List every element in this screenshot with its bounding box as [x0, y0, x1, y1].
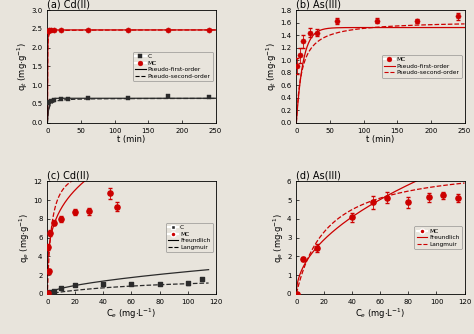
Point — [205, 95, 213, 100]
Point — [370, 200, 377, 205]
Text: (c) Cd(II): (c) Cd(II) — [47, 170, 90, 180]
Point — [100, 281, 107, 287]
Legend: C, MC, Pseudo-first-order, Pseudo-second-order: C, MC, Pseudo-first-order, Pseudo-second… — [133, 52, 213, 81]
Point — [296, 52, 303, 58]
Point — [128, 281, 135, 286]
Point — [373, 18, 381, 23]
Point — [57, 97, 64, 102]
Point — [124, 27, 132, 33]
Point — [46, 289, 54, 294]
Point — [293, 291, 301, 297]
Point — [51, 220, 58, 225]
Point — [164, 27, 172, 32]
Legend: MC, Pseudo-first-order, Pseudo-second-order: MC, Pseudo-first-order, Pseudo-second-or… — [382, 55, 462, 78]
Y-axis label: q$_{e}$ (mg$\cdot$g$^{-1}$): q$_{e}$ (mg$\cdot$g$^{-1}$) — [18, 212, 32, 263]
Point — [46, 230, 54, 235]
Point — [454, 14, 462, 19]
Point — [57, 27, 64, 32]
Legend: C, MC, Freundlich, Langmuir: C, MC, Freundlich, Langmuir — [165, 223, 213, 252]
Point — [47, 99, 55, 104]
Point — [114, 204, 121, 209]
Point — [45, 290, 53, 296]
Point — [314, 245, 321, 250]
Point — [405, 200, 412, 205]
Point — [84, 96, 91, 101]
Point — [300, 256, 307, 262]
Point — [46, 99, 53, 105]
Point — [64, 96, 72, 102]
Point — [72, 283, 79, 288]
Point — [156, 281, 164, 286]
Text: (b) As(III): (b) As(III) — [296, 0, 341, 9]
Y-axis label: q$_{t}$ (mg$\cdot$g$^{-1}$): q$_{t}$ (mg$\cdot$g$^{-1}$) — [16, 42, 30, 91]
Point — [47, 27, 55, 32]
Point — [44, 28, 52, 33]
Point — [44, 101, 52, 106]
Point — [86, 209, 93, 214]
X-axis label: C$_{e}$ (mg$\cdot$L$^{-1}$): C$_{e}$ (mg$\cdot$L$^{-1}$) — [356, 306, 405, 321]
Point — [414, 18, 421, 23]
Point — [348, 215, 356, 220]
Point — [198, 277, 205, 282]
Point — [426, 194, 433, 200]
Y-axis label: q$_{e}$ (mg$\cdot$g$^{-1}$): q$_{e}$ (mg$\cdot$g$^{-1}$) — [271, 212, 285, 263]
Point — [107, 191, 114, 196]
X-axis label: t (min): t (min) — [366, 135, 394, 144]
Point — [299, 39, 307, 44]
Point — [44, 244, 52, 249]
X-axis label: C$_{e}$ (mg$\cdot$L$^{-1}$): C$_{e}$ (mg$\cdot$L$^{-1}$) — [107, 306, 156, 321]
Point — [164, 94, 172, 99]
Text: (a) Cd(II): (a) Cd(II) — [47, 0, 91, 9]
Point — [440, 193, 447, 198]
Point — [84, 27, 91, 33]
Point — [50, 27, 58, 33]
Point — [44, 291, 52, 296]
Legend: MC, Freundlich, Langmuir: MC, Freundlich, Langmuir — [414, 226, 462, 249]
Point — [333, 19, 340, 24]
Point — [454, 195, 461, 200]
Point — [58, 216, 65, 221]
Point — [46, 27, 53, 33]
Point — [205, 27, 213, 33]
Point — [58, 285, 65, 291]
Text: (d) As(III): (d) As(III) — [296, 170, 341, 180]
Point — [184, 281, 191, 286]
Point — [124, 96, 132, 101]
Point — [306, 30, 314, 35]
Point — [45, 269, 53, 274]
Point — [51, 288, 58, 293]
Point — [72, 209, 79, 215]
Point — [313, 30, 320, 35]
Point — [293, 64, 301, 69]
Point — [383, 195, 391, 200]
Point — [50, 98, 58, 103]
Y-axis label: q$_{t}$ (mg$\cdot$g$^{-1}$): q$_{t}$ (mg$\cdot$g$^{-1}$) — [264, 42, 279, 91]
X-axis label: t (min): t (min) — [118, 135, 146, 144]
Point — [44, 291, 52, 296]
